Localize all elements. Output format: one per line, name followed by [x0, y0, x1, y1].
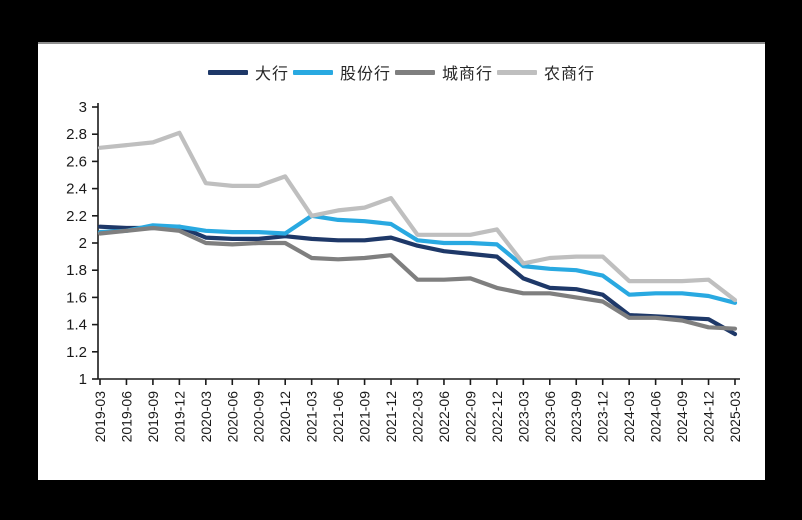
- y-tick-label: 1.4: [66, 317, 87, 334]
- x-tick-label: 2025-03: [727, 391, 743, 443]
- x-tick-label: 2020-06: [224, 391, 240, 443]
- x-tick-label: 2024-06: [648, 391, 664, 443]
- x-tick-label: 2024-09: [674, 391, 690, 443]
- legend-swatch-rural-commercial-banks: [497, 69, 538, 75]
- x-tick-label: 2021-09: [357, 391, 373, 443]
- series-line-rural-commercial-banks: [97, 130, 738, 303]
- x-tick-label: 2021-12: [383, 391, 399, 443]
- y-tick-label: 3: [79, 99, 87, 116]
- legend-label-rural-commercial-banks: 农商行: [544, 64, 596, 83]
- x-tick-label: 2020-12: [277, 391, 293, 443]
- x-tick-label: 2022-06: [436, 391, 452, 443]
- legend-item-rural-commercial-banks: 农商行: [497, 60, 595, 84]
- y-tick-label: 1.6: [66, 289, 87, 306]
- chart-panel: 大行 股份行 城商行 农商行 3 2.8 2.6 2.4 2.2 2 1.8 1.6 1.4 1.2 1 2…: [38, 42, 765, 480]
- x-tick-label: 2020-09: [251, 391, 267, 443]
- legend-swatch-large-banks: [207, 69, 248, 75]
- x-tick-label: 2024-12: [701, 391, 717, 443]
- series-line-large-banks: [97, 224, 738, 337]
- x-tick-label: 2023-12: [595, 391, 611, 443]
- y-tick-label: 2.8: [66, 126, 87, 143]
- y-tick-label: 1: [79, 371, 87, 388]
- y-tick-label: 2.2: [66, 208, 87, 225]
- legend-label-joint-stock-banks: 股份行: [339, 64, 391, 83]
- legend-swatch-city-commercial-banks: [395, 69, 435, 75]
- y-tick-label: 1.2: [66, 344, 87, 361]
- y-tick-label: 2.4: [66, 181, 87, 198]
- legend-item-large-banks: 大行: [207, 60, 289, 84]
- y-tick-label: 2.6: [66, 153, 87, 170]
- x-tick-label: 2022-03: [409, 391, 425, 443]
- series-line-joint-stock-banks: [97, 213, 738, 305]
- x-tick-label: 2022-09: [462, 391, 478, 443]
- x-tick-label: 2023-09: [568, 391, 584, 443]
- x-tick-label: 2019-03: [92, 391, 108, 443]
- x-tick-label: 2023-06: [542, 391, 558, 443]
- x-tick-label: 2023-03: [515, 391, 531, 443]
- x-tick-label: 2024-03: [621, 391, 637, 443]
- chart-legend: 大行 股份行 城商行 农商行: [38, 60, 765, 84]
- legend-item-joint-stock-banks: 股份行: [292, 60, 391, 84]
- legend-label-large-banks: 大行: [254, 64, 289, 83]
- legend-label-city-commercial-banks: 城商行: [442, 64, 494, 83]
- x-tick-label: 2022-12: [489, 391, 505, 443]
- series-line-city-commercial-banks: [97, 225, 738, 331]
- x-tick-label: 2021-03: [304, 391, 320, 443]
- line-chart: 3 2.8 2.6 2.4 2.2 2 1.8 1.6 1.4 1.2 1 2019-03 2019-0…: [66, 99, 743, 443]
- legend-item-city-commercial-banks: 城商行: [395, 60, 493, 84]
- x-tick-label: 2020-03: [198, 391, 214, 443]
- y-tick-label: 2: [79, 235, 87, 252]
- x-tick-label: 2021-06: [330, 391, 346, 443]
- x-tick-label: 2019-12: [171, 391, 187, 443]
- x-tick-label: 2019-09: [145, 391, 161, 443]
- x-tick-label: 2019-06: [118, 391, 134, 443]
- y-tick-label: 1.8: [66, 262, 87, 279]
- legend-swatch-joint-stock-banks: [292, 69, 333, 75]
